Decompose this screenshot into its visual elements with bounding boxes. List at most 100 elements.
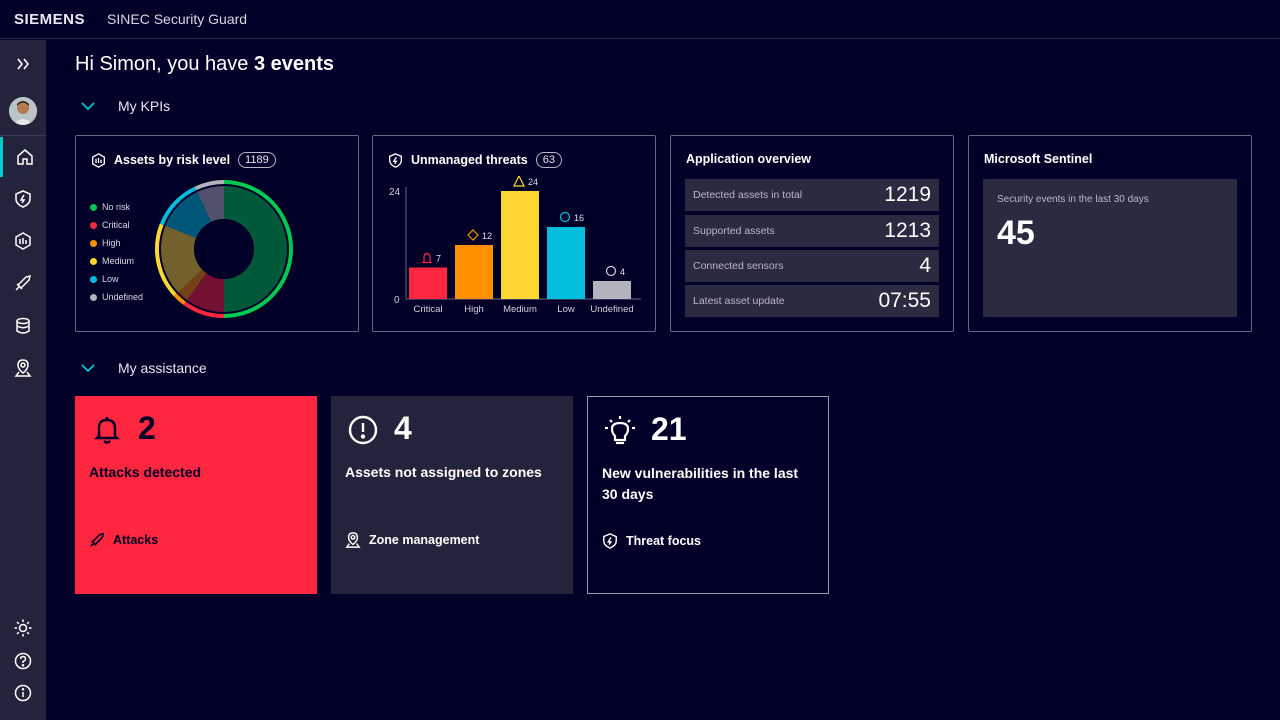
link-label: Zone management bbox=[369, 533, 480, 547]
info-icon bbox=[559, 211, 571, 223]
card-assets-by-risk[interactable]: Assets by risk level 1189 No risk Critic… bbox=[75, 135, 359, 332]
chevron-down-icon bbox=[81, 102, 95, 111]
card-unmanaged-threats[interactable]: Unmanaged threats 63 24 0 7 Critical 12 High 2… bbox=[372, 135, 656, 332]
theme-toggle-button[interactable] bbox=[0, 608, 46, 648]
link-label: Threat focus bbox=[626, 534, 702, 548]
bar-value-label: 7 bbox=[436, 254, 441, 264]
expand-sidebar-button[interactable] bbox=[0, 44, 46, 84]
donut-ring-undefined bbox=[194, 180, 225, 191]
lightbulb-icon bbox=[605, 416, 635, 445]
threat-focus-link[interactable]: Threat focus bbox=[602, 533, 701, 549]
y-axis-max-label: 24 bbox=[389, 187, 401, 198]
donut-slice-undefined[interactable] bbox=[197, 186, 224, 222]
legend-item: Undefined bbox=[90, 288, 143, 306]
tile-description: Assets not assigned to zones bbox=[345, 464, 542, 480]
risk-donut-chart bbox=[155, 180, 293, 318]
bar-undefined[interactable] bbox=[593, 281, 631, 299]
donut-slice-low[interactable] bbox=[165, 191, 212, 238]
sidebar-item-attacks[interactable] bbox=[0, 263, 46, 303]
chevron-down-icon bbox=[81, 364, 95, 373]
donut-slice-no-risk[interactable] bbox=[224, 186, 287, 312]
tile-description: Attacks detected bbox=[89, 464, 202, 480]
tile-attacks-detected[interactable]: 2 Attacks detected Attacks bbox=[75, 396, 317, 594]
greeting-text: Hi Simon, you have bbox=[75, 53, 254, 75]
question-icon bbox=[605, 265, 617, 277]
card-application-overview[interactable]: Application overview Detected assets in … bbox=[670, 135, 954, 332]
donut-ring-no-risk bbox=[223, 180, 293, 318]
threats-title: Unmanaged threats bbox=[411, 153, 528, 167]
legend-dot bbox=[90, 293, 97, 301]
section-assistance-title: My assistance bbox=[118, 360, 207, 376]
top-bar: SIEMENS SINEC Security Guard bbox=[0, 0, 1280, 39]
link-label: Attacks bbox=[113, 533, 159, 547]
bar-low[interactable] bbox=[547, 227, 585, 299]
overview-row-update: Latest asset update 07:55 bbox=[685, 285, 939, 317]
legend-label: Undefined bbox=[102, 292, 144, 302]
home-icon bbox=[16, 149, 33, 165]
overview-row-sensors: Connected sensors 4 bbox=[685, 250, 939, 282]
triangle-icon bbox=[513, 176, 525, 187]
bar-value-label: 16 bbox=[574, 213, 584, 223]
risk-title: Assets by risk level bbox=[114, 153, 231, 167]
legend-dot bbox=[90, 257, 97, 265]
bar-value-label: 24 bbox=[528, 177, 538, 187]
bar-medium[interactable] bbox=[501, 191, 539, 299]
greeting-heading: Hi Simon, you have 3 events bbox=[75, 53, 334, 76]
shield-bolt-icon bbox=[15, 190, 31, 208]
donut-slice-high[interactable] bbox=[178, 269, 207, 300]
donut-ring-high bbox=[173, 293, 186, 305]
legend-item: Medium bbox=[90, 252, 143, 270]
question-circle-icon bbox=[14, 652, 32, 670]
bar-high[interactable] bbox=[455, 245, 493, 299]
sidebar-item-zones[interactable] bbox=[0, 348, 46, 388]
zone-management-link[interactable]: Zone management bbox=[345, 532, 479, 548]
donut-ring-critical bbox=[183, 301, 225, 318]
card-microsoft-sentinel[interactable]: Microsoft Sentinel Security events in th… bbox=[968, 135, 1252, 332]
section-kpis-toggle[interactable]: My KPIs bbox=[80, 98, 170, 114]
sentinel-title: Microsoft Sentinel bbox=[984, 152, 1093, 166]
sword-icon bbox=[90, 532, 105, 547]
legend-label: Critical bbox=[102, 220, 130, 230]
tile-description: New vulnerabilities in the last 30 days bbox=[602, 465, 799, 502]
section-assistance-toggle[interactable]: My assistance bbox=[80, 360, 207, 376]
info-circle-icon bbox=[14, 684, 32, 702]
card-title: Unmanaged threats 63 bbox=[388, 152, 562, 168]
hexagon-bars-icon bbox=[92, 152, 105, 168]
donut-slice-critical[interactable] bbox=[186, 273, 224, 312]
hexagon-bars-icon bbox=[15, 232, 31, 250]
attacks-link[interactable]: Attacks bbox=[89, 532, 158, 548]
tile-count: 2 bbox=[138, 410, 156, 446]
donut-slice-medium[interactable] bbox=[161, 225, 203, 293]
overview-label: Detected assets in total bbox=[693, 189, 803, 201]
sidebar-item-threats[interactable] bbox=[0, 179, 46, 219]
database-icon bbox=[16, 317, 30, 334]
sidebar-item-home[interactable] bbox=[0, 137, 46, 177]
info-button[interactable] bbox=[0, 673, 46, 713]
bar-category-label: Undefined bbox=[590, 304, 633, 315]
tile-assets-not-assigned[interactable]: 4 Assets not assigned to zones Zone mana… bbox=[331, 396, 573, 594]
avatar[interactable] bbox=[9, 97, 37, 125]
legend-label: Medium bbox=[102, 256, 135, 266]
card-title: Microsoft Sentinel bbox=[984, 152, 1092, 166]
overview-value: 4 bbox=[919, 254, 931, 277]
sidebar-item-assets[interactable] bbox=[0, 221, 46, 261]
bar-critical[interactable] bbox=[409, 267, 447, 300]
risk-count-badge: 1189 bbox=[238, 152, 276, 168]
user-photo-icon bbox=[9, 97, 37, 125]
sidebar-item-database[interactable] bbox=[0, 306, 46, 346]
overview-label: Supported assets bbox=[693, 225, 775, 237]
legend-dot bbox=[90, 275, 97, 283]
section-kpis-title: My KPIs bbox=[118, 98, 171, 114]
legend-item: Critical bbox=[90, 216, 143, 234]
bar-category-label: Low bbox=[557, 304, 575, 315]
help-button[interactable] bbox=[0, 641, 46, 681]
tile-new-vulnerabilities[interactable]: 21 New vulnerabilities in the last 30 da… bbox=[587, 396, 829, 594]
overview-label: Latest asset update bbox=[693, 295, 785, 307]
overview-label: Connected sensors bbox=[693, 260, 784, 272]
double-chevron-right-icon bbox=[17, 58, 30, 70]
sword-icon bbox=[15, 274, 32, 291]
legend-dot bbox=[90, 203, 97, 211]
bar-category-label: Medium bbox=[503, 304, 537, 315]
shield-bolt-icon bbox=[603, 533, 617, 549]
legend-label: Low bbox=[102, 274, 119, 284]
